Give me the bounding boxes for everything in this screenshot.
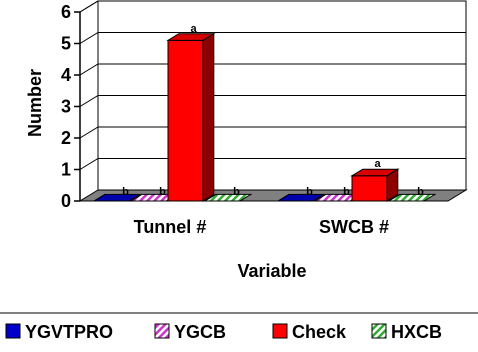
bars — [92, 32, 437, 202]
legend-swatch-check — [272, 323, 288, 339]
gridline — [79, 95, 466, 107]
y-tick-label: 3 — [61, 97, 71, 117]
bar-top-ygvtpro-1 — [276, 193, 326, 202]
sig-label: a — [190, 23, 197, 35]
y-axis-title: Number — [25, 69, 45, 137]
legend-swatch-ygvtpro — [5, 323, 21, 339]
y-axis-top-edge — [79, 0, 99, 13]
gridline — [79, 63, 466, 76]
y-tick-label: 1 — [61, 160, 71, 180]
sig-label: b — [417, 186, 424, 198]
axes — [74, 0, 99, 202]
gridline — [79, 126, 466, 139]
legend: YGVTPRO YGCB Check HXCB — [5, 322, 442, 342]
gridlines — [79, 0, 466, 170]
bar-top-hxcb-0 — [203, 193, 253, 202]
bar-top-hxcb-1 — [387, 193, 437, 202]
y-tick-labels: 0 1 2 3 4 5 6 — [61, 2, 71, 211]
x-category-label: Tunnel # — [134, 217, 207, 237]
gridline — [79, 32, 466, 44]
sig-label: b — [306, 186, 313, 198]
sig-label: b — [159, 186, 166, 198]
y-tick-label: 0 — [61, 191, 71, 211]
sig-label: b — [343, 186, 350, 198]
legend-label-check: Check — [292, 322, 347, 342]
sig-label: b — [122, 186, 129, 198]
x-category-label: SWCB # — [319, 217, 389, 237]
sig-label: b — [233, 186, 240, 198]
gridline — [79, 158, 466, 170]
bar-side-check-0 — [202, 32, 215, 202]
bar-side-check-1 — [386, 168, 399, 202]
legend-label-ygvtpro: YGVTPRO — [25, 322, 113, 342]
legend-swatch-ygcb — [154, 323, 170, 339]
legend-swatch-hxcb — [371, 323, 387, 339]
y-tick-label: 2 — [61, 128, 71, 148]
sig-label: a — [374, 158, 381, 170]
y-tick-label: 4 — [61, 65, 71, 85]
bar-check-0 — [167, 39, 204, 202]
legend-label-hxcb: HXCB — [391, 322, 442, 342]
y-tick-label: 6 — [61, 2, 71, 22]
bar-top-ygvtpro-0 — [92, 193, 142, 202]
x-axis-title: Variable — [237, 261, 306, 281]
x-category-labels: Tunnel # SWCB # — [134, 217, 389, 237]
y-tick-label: 5 — [61, 34, 71, 54]
significance-labels: b b a b b b a b — [122, 23, 424, 198]
bar-check-1 — [351, 175, 388, 202]
legend-label-ygcb: YGCB — [174, 322, 226, 342]
